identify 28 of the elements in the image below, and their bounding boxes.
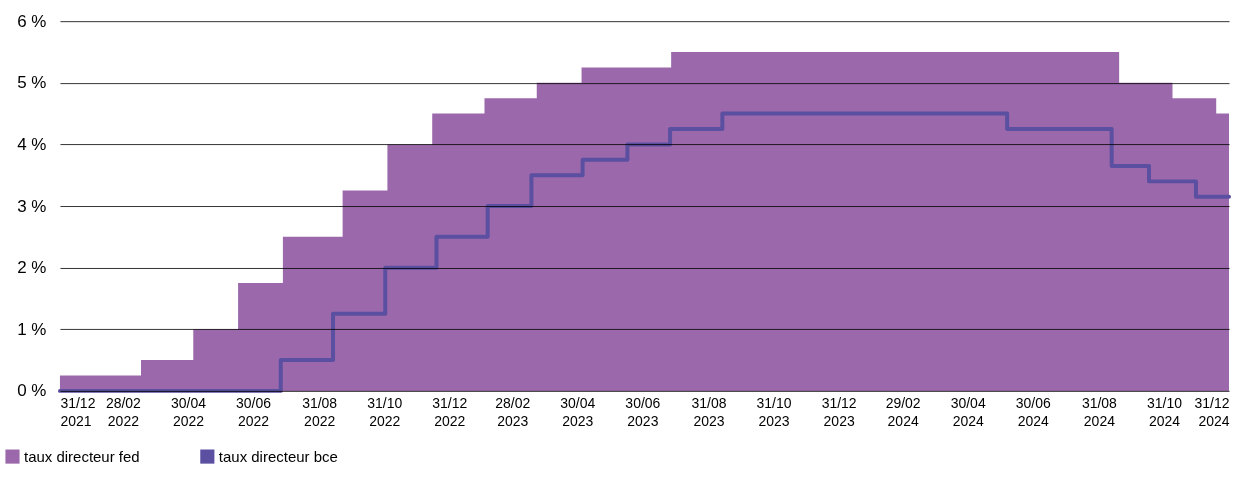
x-tick-label: 31/12 2022 [432, 395, 468, 430]
x-tick-label: 30/06 2023 [625, 395, 661, 430]
x-tick-label: 31/10 2023 [756, 395, 792, 430]
x-tick-label: 31/10 2022 [367, 395, 403, 430]
legend-label: taux directeur bce [218, 447, 338, 465]
y-tick-label: 1 % [17, 319, 47, 339]
x-tick-label: 30/04 2023 [560, 395, 596, 430]
y-tick-label: 0 % [17, 381, 47, 401]
x-tick-label: 30/06 2024 [1015, 395, 1051, 430]
y-tick-label: 4 % [17, 134, 47, 154]
legend-label: taux directeur fed [23, 447, 140, 465]
x-tick-label: 31/08 2023 [691, 395, 727, 430]
y-tick-label: 3 % [17, 196, 47, 216]
y-tick-label: 6 % [17, 11, 47, 31]
x-tick-label: 31/12 2024 [1194, 395, 1230, 430]
x-tick-label: 31/08 2022 [302, 395, 338, 430]
x-tick-label: 31/10 2024 [1146, 395, 1183, 430]
x-tick-label: 30/04 2022 [170, 395, 207, 430]
y-tick-label: 5 % [17, 73, 47, 93]
x-tick-label: 31/12 2021 [60, 395, 96, 430]
x-tick-label: 31/08 2024 [1081, 395, 1118, 430]
x-tick-label: 31/12 2023 [821, 395, 857, 430]
y-tick-label: 2 % [17, 258, 47, 278]
x-tick-label: 29/02 2024 [885, 395, 921, 430]
x-tick-label: 30/06 2022 [236, 395, 272, 430]
x-tick-label: 28/02 2023 [495, 395, 531, 430]
x-tick-label: 28/02 2022 [105, 395, 142, 430]
x-tick-label: 30/04 2024 [950, 395, 986, 430]
